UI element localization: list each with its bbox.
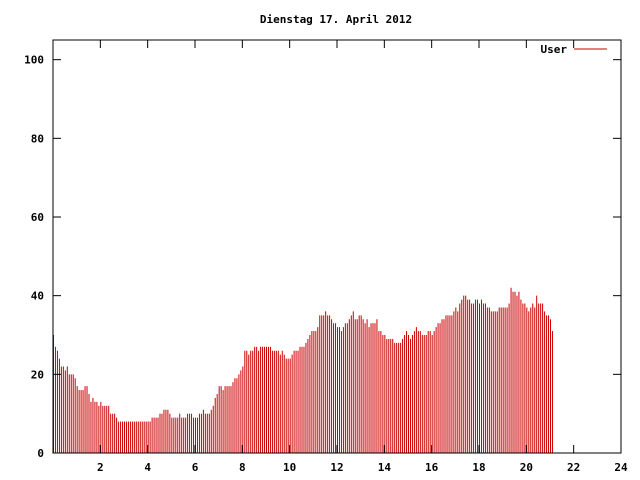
x-tick-label: 8 [239,461,246,474]
y-tick-label: 20 [31,368,44,381]
x-tick-label: 12 [330,461,343,474]
x-tick-label: 22 [567,461,580,474]
x-tick-label: 10 [283,461,296,474]
x-tick-label: 4 [144,461,151,474]
x-tick-label: 6 [192,461,199,474]
x-tick-label: 18 [472,461,485,474]
y-tick-label: 60 [31,211,44,224]
legend: User [541,43,607,56]
legend-label: User [541,43,568,56]
y-tick-label: 80 [31,132,44,145]
chart-title: Dienstag 17. April 2012 [260,13,412,26]
x-tick-label: 16 [425,461,439,474]
x-tick-label: 20 [520,461,533,474]
y-tick-label: 0 [37,447,44,460]
y-tick-label: 40 [31,290,44,303]
x-tick-label: 24 [614,461,628,474]
bars-group [53,287,553,453]
y-tick-label: 100 [24,54,44,67]
x-tick-label: 14 [378,461,392,474]
x-tick-label: 2 [97,461,104,474]
